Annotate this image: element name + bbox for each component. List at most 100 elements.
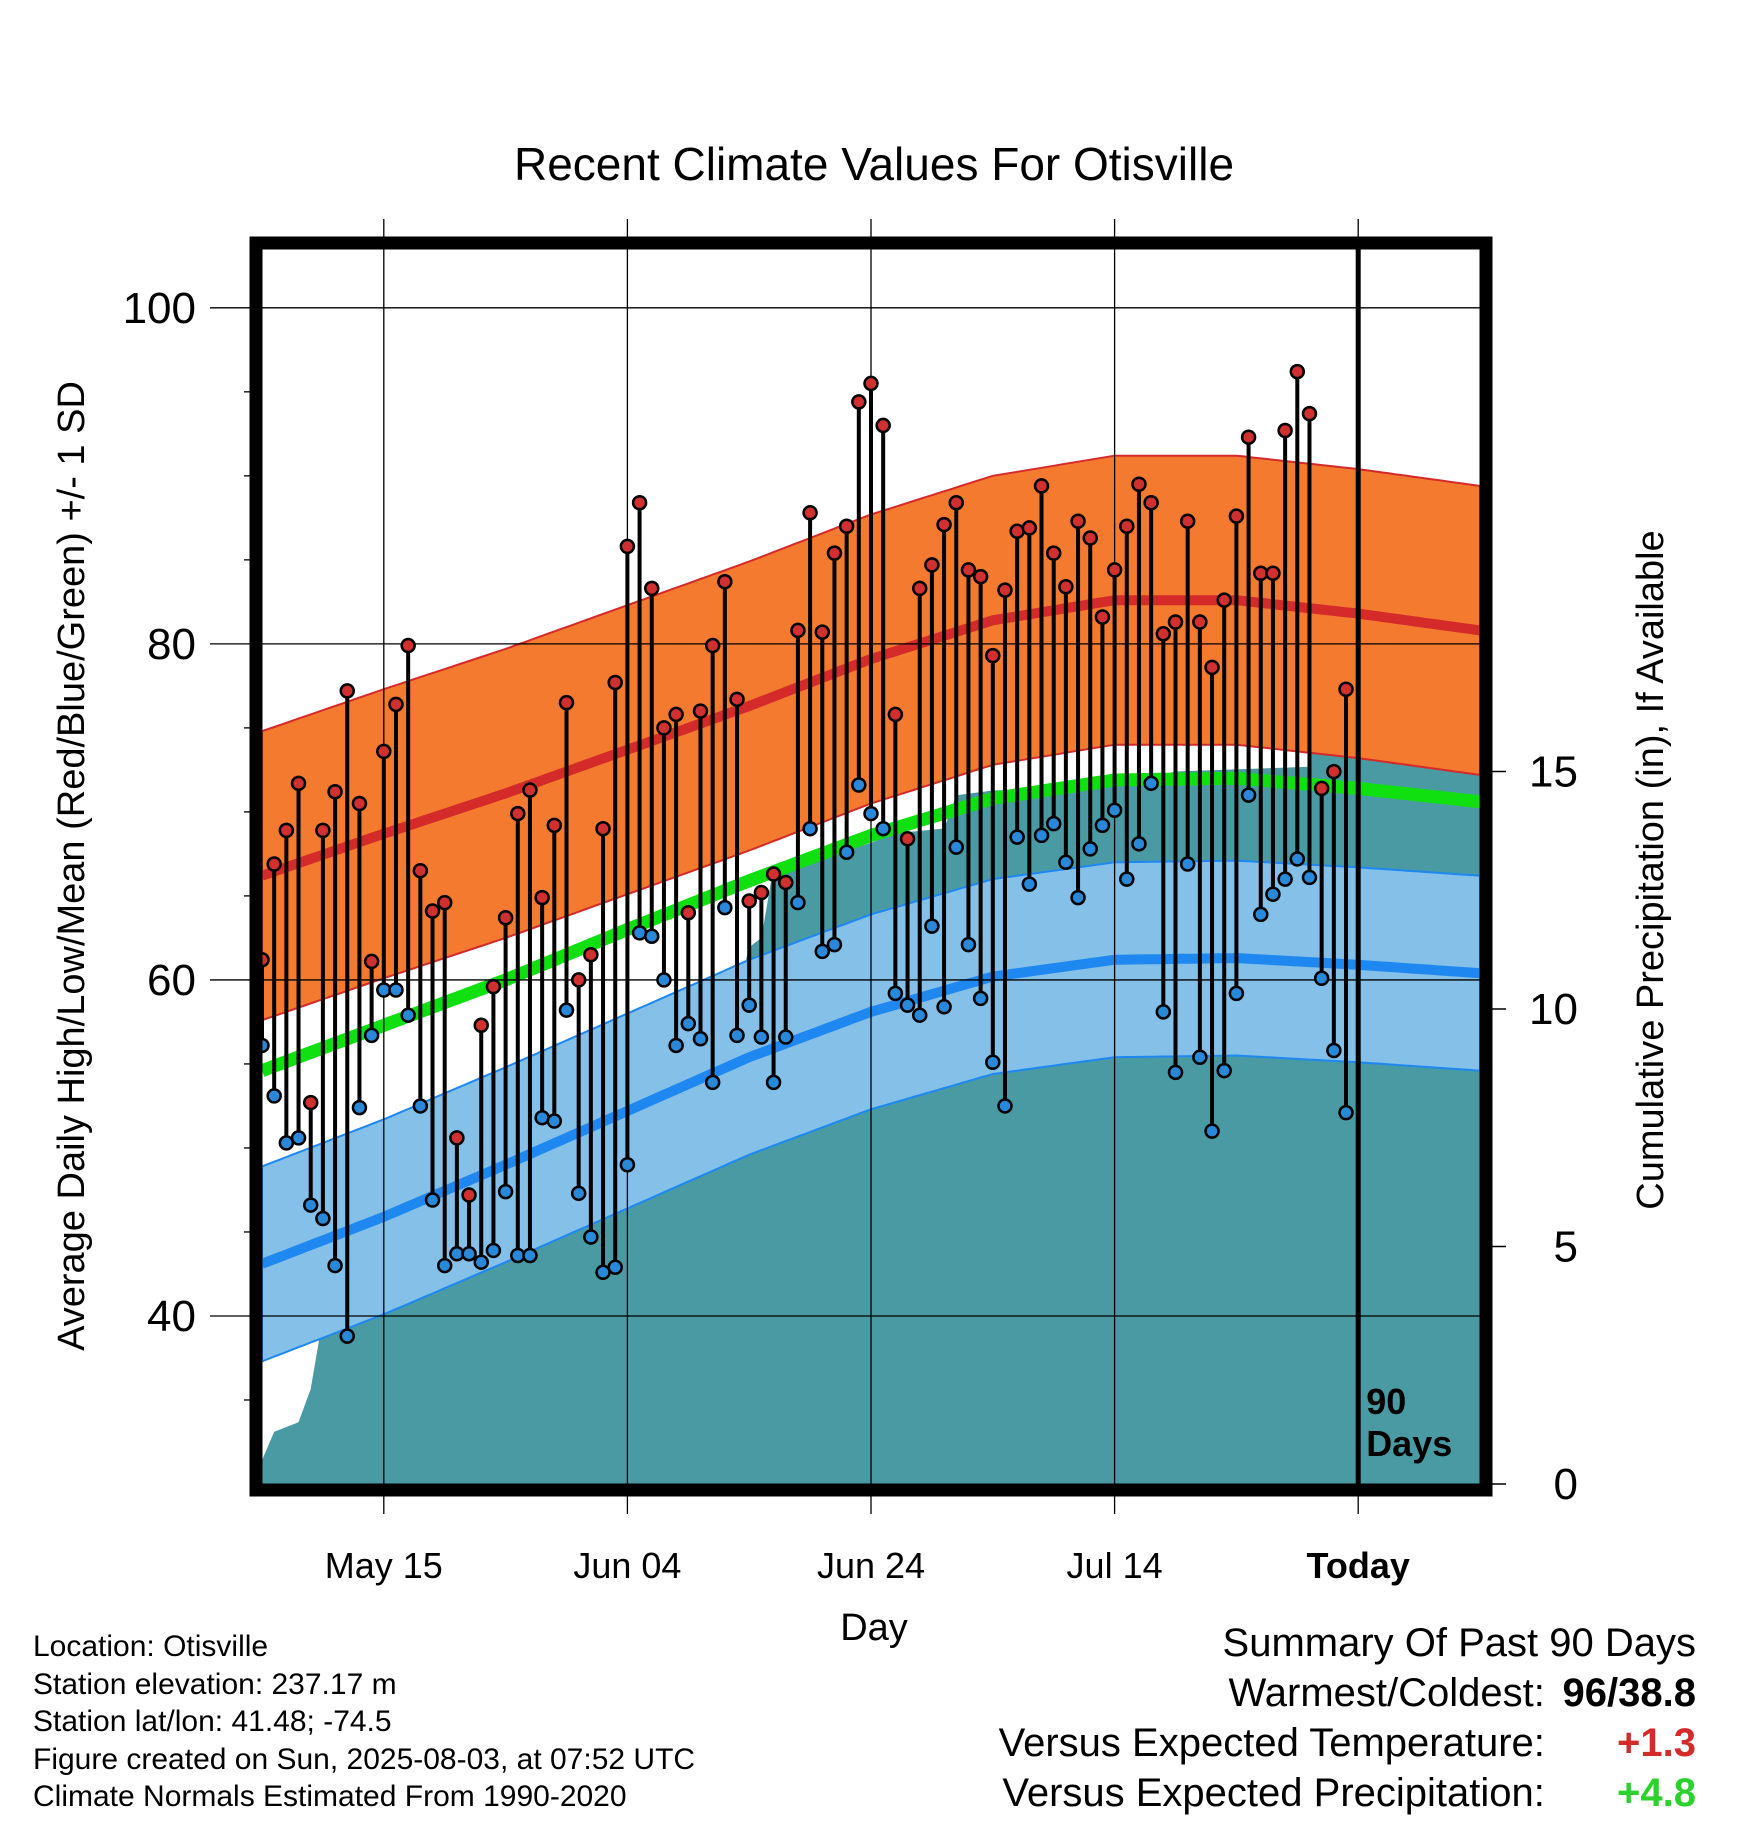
daily-low-point (863, 805, 879, 822)
daily-low-point (327, 1257, 343, 1274)
daily-low-point (1106, 802, 1123, 818)
daily-low-point (412, 1098, 429, 1114)
daily-low-point (826, 936, 843, 953)
daily-low-point (753, 1029, 770, 1045)
daily-low-point (1216, 1062, 1232, 1079)
daily-low-point (522, 1247, 538, 1264)
daily-high-point (1326, 763, 1342, 780)
daily-low-point (1119, 871, 1135, 887)
daily-high-point (1240, 429, 1257, 445)
daily-low-point (997, 1098, 1013, 1114)
daily-high-point (936, 516, 952, 533)
daily-high-point (290, 775, 307, 792)
daily-low-point (1326, 1042, 1342, 1059)
daily-low-point (1192, 1049, 1208, 1065)
precip-row: Versus Expected Precipitation: +4.8 (999, 1768, 1696, 1818)
daily-high-point (875, 417, 891, 434)
daily-high-point (595, 820, 611, 837)
daily-high-point (1082, 530, 1098, 546)
daily-low-point (461, 1246, 477, 1262)
daily-high-point (1228, 508, 1245, 524)
plot-area (262, 249, 1480, 1484)
daily-high-point (363, 953, 380, 970)
daily-high-point (1179, 513, 1196, 529)
daily-high-point (534, 889, 550, 906)
daily-low-point (436, 1257, 453, 1274)
daily-high-point (851, 394, 867, 410)
daily-low-point (619, 1156, 636, 1173)
daily-low-point (546, 1113, 563, 1129)
daily-low-point (741, 997, 757, 1013)
daily-high-point (631, 494, 648, 511)
daily-high-point (802, 505, 818, 521)
daily-high-point (1289, 363, 1306, 380)
elevation-text: Station elevation: 237.17 m (33, 1667, 397, 1701)
daily-low-point (485, 1242, 502, 1259)
daily-low-point (1021, 876, 1038, 892)
warm-cold-row: Warmest/Coldest: 96/38.8 (999, 1668, 1697, 1718)
daily-high-point (1070, 513, 1086, 529)
daily-high-point (522, 782, 538, 798)
daily-low-point (960, 936, 977, 953)
daily-high-point (558, 694, 575, 711)
daily-high-point (1033, 478, 1050, 494)
daily-low-point (1338, 1104, 1354, 1121)
daily-high-point (1045, 545, 1062, 561)
daily-high-point (1204, 659, 1220, 676)
daily-high-point (924, 557, 940, 573)
daily-high-point (461, 1187, 477, 1203)
daily-low-point (351, 1099, 368, 1116)
daily-high-point (485, 978, 502, 995)
y-tick-label: 100 (123, 284, 196, 333)
x-tick-label: Jun 04 (573, 1545, 681, 1586)
daily-high-point (814, 624, 831, 640)
daily-low-point (1131, 836, 1147, 852)
y-tick-label: 80 (147, 620, 196, 669)
precip-value: +4.8 (1617, 1771, 1696, 1815)
warm-cold-value: 96/38.8 (1556, 1668, 1696, 1718)
daily-high-point (863, 375, 879, 392)
daily-low-point (790, 894, 806, 911)
daily-high-point (497, 909, 514, 926)
daily-high-point (510, 805, 526, 822)
precip-label: Versus Expected Precipitation: (1002, 1771, 1545, 1815)
daily-high-point (777, 874, 794, 891)
daily-low-point (717, 899, 733, 916)
daily-high-point (412, 862, 429, 879)
daily-high-point (1216, 592, 1232, 608)
summary-title: Summary Of Past 90 Days (1222, 1621, 1696, 1665)
latlon-text: Station lat/lon: 41.48; -74.5 (33, 1705, 392, 1738)
daily-low-point (851, 777, 867, 793)
summary-panel: Summary Of Past 90 Days Warmest/Coldest:… (999, 1618, 1696, 1818)
daily-high-point (741, 893, 757, 909)
daily-low-point (1167, 1064, 1184, 1081)
daily-high-point (1119, 518, 1135, 534)
coldest-value: 38.8 (1618, 1671, 1696, 1715)
y2-tick-label: 10 (1529, 985, 1578, 1034)
daily-high-point (1277, 422, 1293, 439)
daily-low-point (1179, 856, 1196, 872)
daily-high-point (972, 568, 989, 585)
chart-title: Recent Climate Values For Otisville (514, 138, 1234, 190)
today-days-label: Days (1366, 1423, 1452, 1464)
daily-high-point (1167, 614, 1184, 630)
daily-low-point (838, 844, 855, 860)
daily-low-point (1240, 787, 1257, 803)
daily-high-point (388, 696, 404, 713)
daily-low-point (899, 997, 916, 1013)
daily-low-point (558, 1002, 575, 1018)
daily-low-point (1082, 841, 1098, 857)
daily-low-point (315, 1210, 331, 1227)
warmest-value: 96 (1562, 1671, 1608, 1715)
y2-axis-label: Cumulative Precipitation (in), If Availa… (1630, 530, 1672, 1209)
daily-high-point (765, 866, 782, 882)
daily-high-point (339, 683, 356, 699)
daily-low-point (1070, 889, 1086, 906)
daily-high-point (583, 946, 599, 963)
daily-high-point (266, 856, 282, 872)
daily-high-point (607, 674, 623, 691)
y2-tick-label: 5 (1554, 1223, 1578, 1272)
daily-high-point (436, 894, 453, 911)
daily-high-point (997, 582, 1013, 598)
daily-high-point (704, 637, 721, 654)
